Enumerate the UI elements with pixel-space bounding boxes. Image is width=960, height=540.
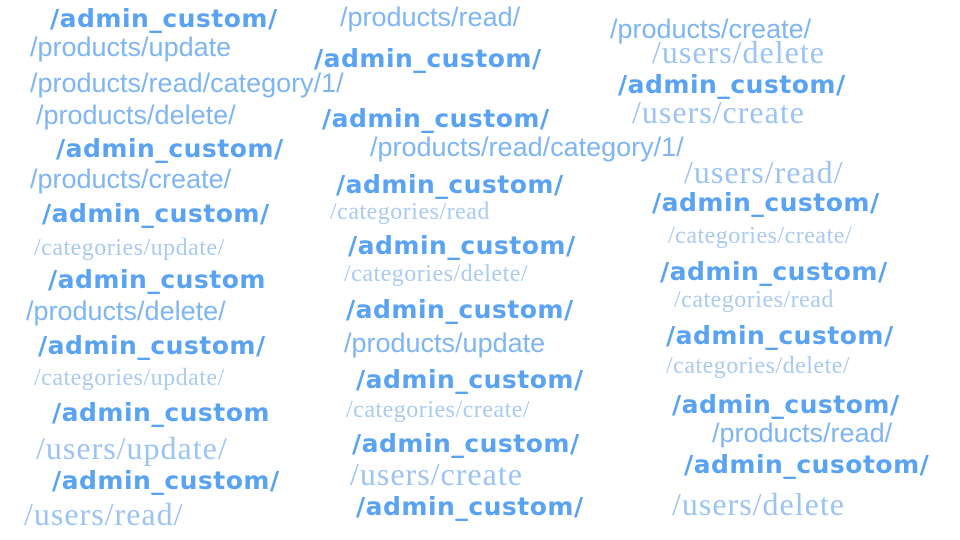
word-admin-custom: /admin_custom/: [618, 70, 846, 99]
word-admin-custom: /admin_custom/: [352, 429, 580, 458]
word-products-read-category: /products/read/category/1/: [30, 68, 344, 98]
word-products-update: /products/update: [344, 328, 546, 358]
word-categories-delete: /categories/delete/: [666, 353, 851, 379]
word-admin-custom: /admin_custom: [48, 265, 266, 294]
word-admin-custom: /admin_custom/: [356, 365, 584, 394]
word-products-create: /products/create/: [610, 14, 812, 44]
word-admin-custom: /admin_custom/: [52, 466, 280, 495]
word-categories-read: /categories/read: [330, 199, 490, 225]
word-admin-custom: /admin_custom/: [346, 295, 574, 324]
word-admin-custom: /admin_custom/: [42, 199, 270, 228]
word-admin-custom: /admin_custom/: [356, 492, 584, 521]
word-categories-delete: /categories/delete/: [344, 261, 529, 287]
word-admin-custom: /admin_custom/: [652, 188, 880, 217]
word-users-read: /users/read/: [684, 154, 844, 190]
word-products-read-category: /products/read/category/1/: [370, 132, 684, 162]
word-admin-custom: /admin_custom: [52, 398, 270, 427]
word-users-delete: /users/delete: [672, 486, 845, 522]
word-products-read: /products/read/: [712, 418, 893, 448]
word-users-delete: /users/delete: [652, 34, 825, 70]
word-categories-create: /categories/create/: [668, 223, 853, 249]
word-admin-custom: /admin_custom/: [314, 44, 542, 73]
word-admin-custom: /admin_custom/: [336, 170, 564, 199]
word-users-update: /users/update/: [36, 430, 228, 466]
word-admin-custom: /admin_custom/: [50, 4, 278, 33]
word-categories-read: /categories/read: [674, 287, 834, 313]
word-products-delete: /products/delete/: [26, 296, 226, 326]
word-products-delete: /products/delete/: [36, 100, 236, 130]
word-admin-custom: /admin_custom/: [348, 231, 576, 260]
word-users-create: /users/create: [632, 94, 805, 130]
word-admin-custom: /admin_custom/: [38, 331, 266, 360]
word-products-create: /products/create/: [30, 164, 232, 194]
word-admin-custom: /admin_custom/: [56, 134, 284, 163]
word-admin-custom: /admin_custom/: [322, 104, 550, 133]
word-categories-update: /categories/update/: [34, 235, 225, 261]
word-categories-create: /categories/create/: [346, 397, 531, 423]
word-admin-custom: /admin_custom/: [660, 257, 888, 286]
word-admin-custom: /admin_custom/: [666, 321, 894, 350]
word-users-create: /users/create: [350, 456, 523, 492]
word-categories-update: /categories/update/: [34, 365, 225, 391]
word-products-read: /products/read/: [340, 2, 521, 32]
word-admin-cusotom: /admin_cusotom/: [684, 450, 930, 479]
word-admin-custom: /admin_custom/: [672, 390, 900, 419]
word-users-read: /users/read/: [24, 496, 184, 532]
word-products-update: /products/update: [30, 32, 232, 62]
